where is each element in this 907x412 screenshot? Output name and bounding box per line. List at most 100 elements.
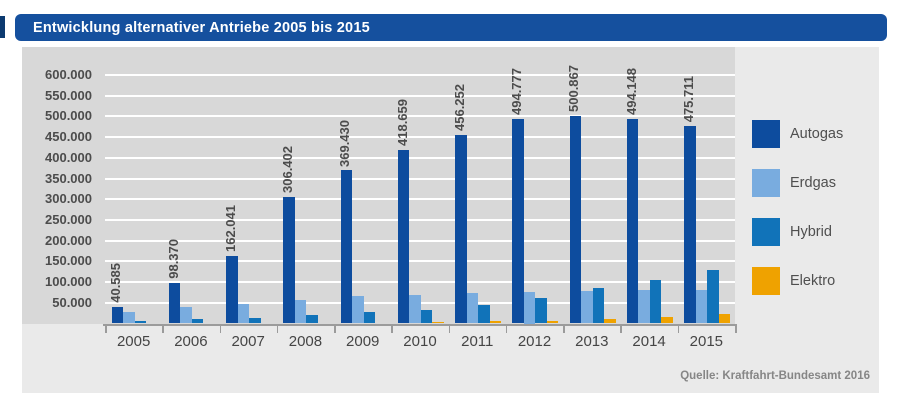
bar-value-label: 494.148 — [623, 67, 639, 115]
source-caption: Quelle: Kraftfahrt-Bundesamt 2016 — [680, 370, 870, 382]
y-axis-label: 600.000 — [45, 67, 92, 82]
bar-elektro-2015 — [718, 314, 731, 324]
bar-autogas-2009 — [340, 170, 353, 324]
bar-erdgas-2015 — [695, 289, 708, 324]
axis-tick — [105, 324, 107, 333]
bar-hybrid-2013 — [592, 288, 605, 324]
bar-autogas-2015 — [684, 126, 696, 324]
page-title: Entwicklung alternativer Antriebe 2005 b… — [33, 19, 370, 36]
bar-autogas-2008 — [283, 196, 295, 324]
y-axis-label: 500.000 — [45, 108, 92, 124]
ribbon-tail — [0, 16, 5, 38]
bar-value-label: 494.777 — [509, 67, 525, 115]
legend-item-elektro: Elektro — [752, 267, 835, 295]
y-axis-label: 200.000 — [45, 232, 92, 248]
y-axis-label: 250.000 — [45, 211, 92, 227]
bar-hybrid-2005 — [134, 321, 146, 324]
bar-erdgas-2005 — [123, 311, 135, 324]
bar-hybrid-2012 — [535, 297, 547, 324]
y-axis-label: 50.000 — [52, 294, 92, 310]
gridline — [105, 198, 735, 201]
y-axis-label: 150.000 — [45, 253, 92, 269]
bar-value-label: 456.252 — [451, 83, 467, 131]
axis-tick — [162, 324, 164, 333]
axis-tick — [334, 324, 336, 333]
axis-tick — [219, 324, 222, 333]
x-axis-label: 2011 — [461, 333, 494, 350]
bar-value-label: 369.430 — [337, 119, 353, 167]
gridline — [105, 115, 735, 118]
bar-autogas-2014 — [626, 118, 639, 324]
legend-swatch-erdgas — [752, 169, 780, 197]
gridline — [105, 94, 735, 97]
gridline — [105, 218, 735, 221]
bar-hybrid-2010 — [420, 310, 433, 324]
legend-item-autogas: Autogas — [752, 120, 843, 148]
bar-autogas-2010 — [397, 150, 410, 324]
x-axis-label: 2013 — [575, 333, 609, 350]
bar-erdgas-2011 — [466, 293, 479, 324]
legend-label: Elektro — [790, 273, 836, 289]
bar-erdgas-2006 — [180, 307, 192, 324]
bar-hybrid-2006 — [191, 319, 204, 324]
gridline — [105, 260, 735, 263]
bar-erdgas-2008 — [294, 299, 307, 324]
axis-tick — [563, 324, 565, 333]
y-axis-label: 350.000 — [45, 170, 92, 186]
bar-hybrid-2007 — [249, 317, 261, 324]
bar-erdgas-2007 — [237, 304, 250, 324]
x-axis-label: 2007 — [231, 333, 265, 350]
legend-label: Erdgas — [790, 175, 836, 191]
bar-autogas-2006 — [168, 282, 181, 324]
bar-autogas-2013 — [569, 116, 582, 324]
x-axis-label: 2014 — [632, 333, 666, 350]
x-axis-label: 2009 — [346, 333, 380, 350]
plot-area — [22, 47, 735, 324]
y-axis-label: 300.000 — [45, 191, 92, 207]
y-axis-label: 450.000 — [45, 129, 92, 145]
bar-autogas-2012 — [512, 118, 524, 324]
bar-hybrid-2009 — [363, 312, 376, 324]
bar-value-label: 500.867 — [566, 65, 582, 113]
bar-value-label: 475.711 — [680, 76, 696, 123]
bar-hybrid-2011 — [478, 304, 490, 324]
bar-hybrid-2015 — [707, 269, 719, 324]
y-axis-label: 550.000 — [45, 87, 92, 103]
y-axis-label: 400.000 — [45, 149, 92, 165]
bar-autogas-2011 — [455, 134, 467, 324]
gridline — [105, 136, 735, 139]
axis-tick — [620, 324, 622, 333]
legend-label: Hybrid — [790, 224, 832, 240]
bar-autogas-2005 — [111, 306, 123, 324]
bar-elektro-2010 — [432, 322, 444, 324]
bar-value-label: 98.370 — [165, 239, 181, 279]
bar-erdgas-2010 — [409, 294, 421, 324]
bar-hybrid-2014 — [649, 280, 662, 324]
gridline — [105, 239, 735, 242]
gridline — [105, 74, 735, 76]
bar-erdgas-2014 — [638, 290, 650, 324]
bar-value-label: 162.041 — [222, 205, 238, 253]
bar-value-label: 40.585 — [108, 262, 124, 303]
x-axis-label: 2008 — [288, 333, 323, 350]
x-axis-label: 2015 — [689, 333, 724, 350]
x-axis-line — [103, 323, 737, 326]
gridline — [105, 281, 735, 284]
bar-elektro-2014 — [661, 316, 673, 324]
bar-value-label: 418.659 — [394, 99, 410, 147]
gridline — [105, 156, 735, 159]
bar-erdgas-2013 — [581, 290, 593, 324]
x-axis-label: 2006 — [174, 333, 208, 350]
legend-swatch-elektro — [752, 267, 780, 295]
x-axis-label: 2010 — [403, 333, 437, 350]
x-axis-label: 2012 — [517, 333, 552, 350]
bar-elektro-2011 — [489, 321, 502, 324]
bar-value-label: 306.402 — [280, 145, 296, 193]
axis-tick — [677, 324, 680, 333]
x-axis-label: 2005 — [116, 333, 151, 350]
axis-tick — [448, 324, 451, 333]
axis-tick — [391, 324, 393, 333]
y-axis-label: 100.000 — [45, 274, 92, 290]
bar-elektro-2012 — [546, 320, 559, 324]
